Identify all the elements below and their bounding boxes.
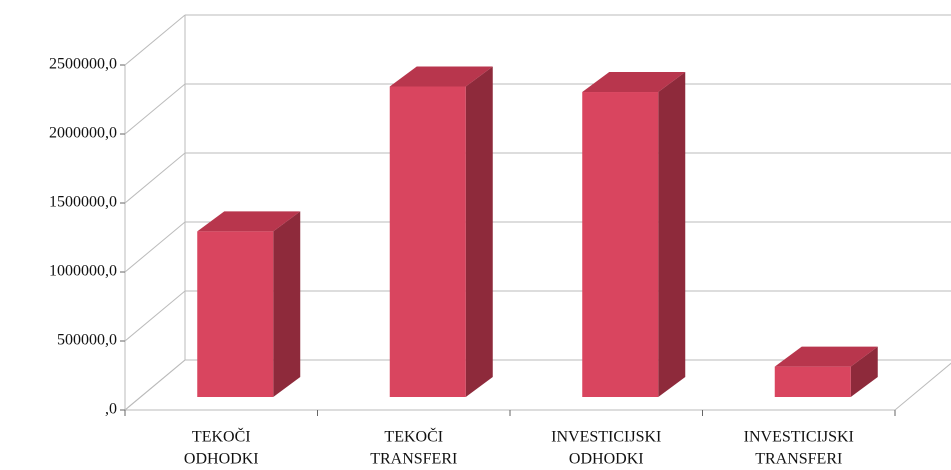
grid-line: [124, 14, 186, 66]
bar-side: [465, 66, 493, 397]
x-tick-label: INVESTICIJSKI: [551, 429, 661, 446]
x-tick-label: TEKOČI: [384, 427, 443, 446]
bar: [389, 66, 493, 397]
floor-edge: [894, 362, 951, 411]
x-tick-label: ODHODKI: [569, 451, 644, 468]
y-tick-label: 500000,0: [57, 332, 117, 349]
x-tick-label: TEKOČI: [192, 427, 251, 446]
y-tick-label: 1500000,0: [49, 194, 117, 211]
bar-side: [850, 346, 878, 397]
bar: [774, 346, 878, 397]
bar: [197, 211, 301, 397]
bar-top: [389, 66, 493, 87]
bar-top: [774, 346, 878, 367]
y-tick-label: 2500000,0: [49, 56, 117, 73]
bar-top: [582, 72, 686, 93]
grid-line: [124, 83, 186, 135]
bar: [582, 72, 686, 398]
y-tick-label: ,0: [105, 401, 117, 418]
bar-side: [273, 211, 301, 397]
bar-side: [658, 72, 686, 398]
x-tick-label: INVESTICIJSKI: [744, 429, 854, 446]
bar-front: [582, 92, 659, 398]
bar-front: [774, 366, 851, 397]
grid-line: [124, 290, 186, 342]
y-tick-label: 1000000,0: [49, 263, 117, 280]
y-tick-label: 2000000,0: [49, 125, 117, 142]
bar-front: [389, 86, 466, 397]
bar-front: [197, 231, 274, 397]
grid-line: [124, 359, 186, 411]
grid-line: [124, 221, 186, 273]
x-tick-label: TRANSFERI: [755, 451, 842, 468]
x-tick-label: TRANSFERI: [370, 451, 457, 468]
grid-line: [124, 152, 186, 204]
bar-top: [197, 211, 301, 232]
x-tick-label: ODHODKI: [184, 451, 259, 468]
